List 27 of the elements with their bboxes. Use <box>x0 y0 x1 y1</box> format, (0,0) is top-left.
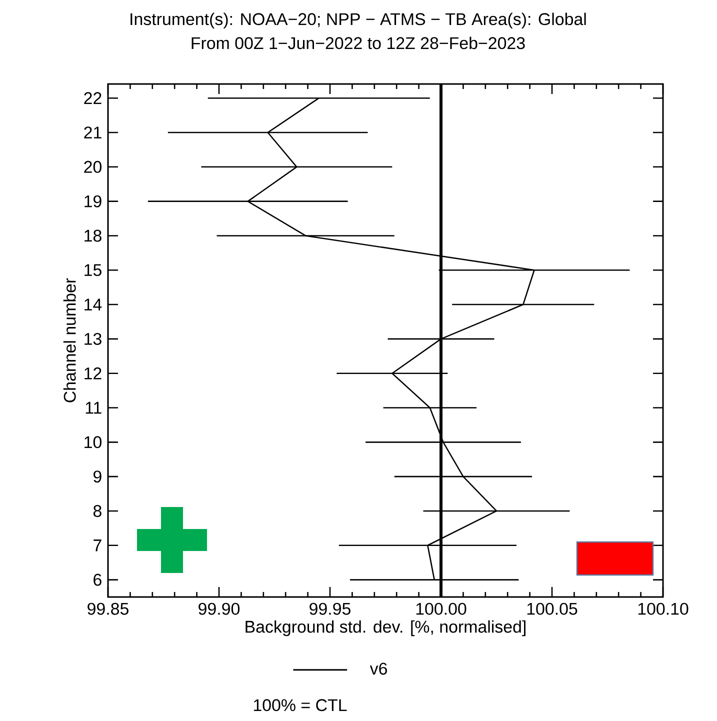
chart-title: Instrument(s): NOAA−20; NPP − ATMS − TB Area(s): Global <box>130 12 586 28</box>
y-tick-label: 13 <box>84 332 102 345</box>
y-tick-label: 21 <box>84 126 102 138</box>
y-tick-label: 18 <box>84 230 102 242</box>
y-tick-label: 15 <box>84 264 102 276</box>
x-axis-title: Background std. dev. [%, normalised] <box>246 620 526 636</box>
y-tick-label: 20 <box>84 160 102 173</box>
chart-subtitle: From 00Z 1−Jun−2022 to 12Z 28−Feb−2023 <box>192 36 525 50</box>
legend-label: v6 <box>370 662 387 675</box>
x-tick-label: 100.00 <box>416 602 466 615</box>
x-tick-label: 100.10 <box>638 602 688 615</box>
y-tick-label: 7 <box>94 540 102 552</box>
x-tick-label: 100.05 <box>527 602 578 615</box>
y-tick-label: 8 <box>93 504 102 517</box>
y-tick-label: 9 <box>94 470 102 483</box>
y-axis-title: Channel number <box>63 278 76 402</box>
y-tick-label: 11 <box>86 402 102 414</box>
text: 100% = CTL <box>254 699 347 712</box>
x-tick-label: 99.85 <box>88 602 128 615</box>
y-tick-label: 6 <box>94 574 102 586</box>
y-tick-label: 12 <box>84 367 102 380</box>
y-tick-label: 22 <box>84 92 102 104</box>
y-tick-label: 19 <box>84 195 102 208</box>
x-tick-label: 99.90 <box>198 602 240 615</box>
y-tick-label: 10 <box>84 436 102 448</box>
x-tick-label: 99.95 <box>310 602 350 615</box>
y-tick-label: 14 <box>84 298 102 310</box>
